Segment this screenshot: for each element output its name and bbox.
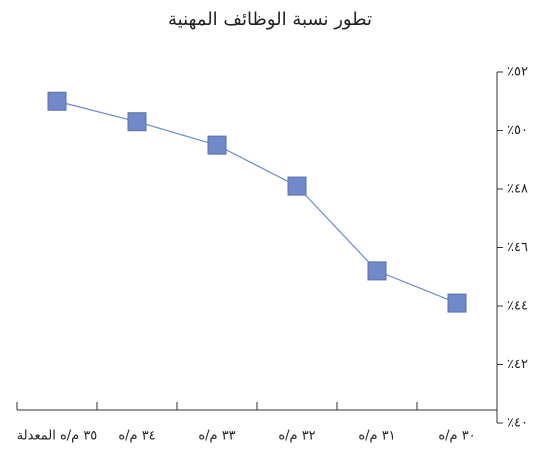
point-marker	[47, 91, 67, 111]
point-marker	[127, 112, 147, 132]
x-tick-label: ٣٥ م/ه المعدلة	[17, 429, 98, 444]
y-tick-label: ٪٤٨	[507, 182, 528, 197]
x-tick-label: ٣٠ م/ه	[438, 429, 475, 444]
point-marker	[207, 135, 227, 155]
point-marker	[287, 176, 307, 196]
x-tick-label: ٣٢ م/ه	[278, 429, 315, 444]
y-tick-label: ٪٤٦	[507, 240, 528, 255]
y-tick-label: ٪٥٢	[507, 65, 528, 80]
y-tick-label: ٪٤٤	[507, 299, 528, 314]
x-tick-label: ٣٤ م/ه	[118, 429, 155, 444]
x-tick-label: ٣٣ م/ه	[198, 429, 235, 444]
y-tick-label: ٪٥٠	[507, 123, 528, 138]
point-marker	[367, 261, 387, 281]
chart-title: تطور نسبة الوظائف المهنية	[168, 9, 372, 30]
series-line	[56, 100, 458, 304]
point-marker	[447, 293, 467, 313]
y-tick-label: ٪٤٢	[507, 357, 528, 372]
y-tick-label: ٪٤٠	[507, 416, 528, 431]
x-tick-label: ٣١ م/ه	[358, 429, 395, 444]
